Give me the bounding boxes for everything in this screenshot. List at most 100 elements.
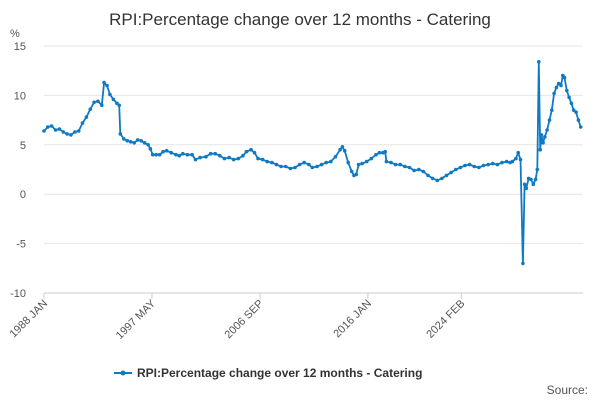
data-point[interactable] — [516, 150, 520, 155]
data-point[interactable] — [562, 75, 567, 80]
data-point[interactable] — [204, 154, 208, 159]
data-point[interactable] — [518, 157, 523, 162]
data-point[interactable] — [324, 160, 329, 165]
data-point[interactable] — [315, 164, 319, 169]
data-point[interactable] — [61, 130, 66, 134]
data-point[interactable] — [177, 153, 182, 158]
data-point[interactable] — [92, 100, 96, 105]
data-point[interactable] — [208, 151, 213, 156]
data-point[interactable] — [222, 156, 227, 161]
data-point[interactable] — [218, 153, 222, 158]
data-point[interactable] — [369, 156, 374, 161]
data-point[interactable] — [283, 164, 288, 169]
data-point[interactable] — [270, 160, 274, 165]
data-point[interactable] — [349, 169, 354, 174]
data-point[interactable] — [252, 150, 257, 155]
data-point[interactable] — [412, 168, 416, 173]
data-point[interactable] — [435, 178, 440, 183]
data-point[interactable] — [500, 160, 504, 165]
data-point[interactable] — [449, 170, 453, 175]
data-point[interactable] — [142, 141, 147, 145]
data-point[interactable] — [504, 159, 509, 164]
data-point[interactable] — [185, 152, 190, 157]
data-point[interactable] — [319, 162, 324, 167]
data-point[interactable] — [521, 261, 525, 266]
data-point[interactable] — [578, 125, 583, 129]
data-point[interactable] — [157, 152, 162, 157]
data-point[interactable] — [531, 182, 536, 187]
data-point[interactable] — [522, 182, 527, 187]
data-point[interactable] — [198, 155, 202, 160]
data-point[interactable] — [139, 139, 143, 143]
data-point[interactable] — [181, 151, 185, 156]
data-point[interactable] — [274, 162, 279, 167]
data-point[interactable] — [374, 152, 378, 157]
data-point[interactable] — [514, 156, 518, 161]
data-point[interactable] — [574, 110, 578, 114]
data-point[interactable] — [249, 147, 253, 152]
data-point[interactable] — [150, 152, 155, 157]
data-point[interactable] — [384, 159, 389, 164]
data-point[interactable] — [244, 149, 249, 154]
data-point[interactable] — [73, 130, 77, 134]
data-point[interactable] — [84, 115, 89, 119]
data-point[interactable] — [393, 162, 398, 167]
data-point[interactable] — [539, 133, 544, 137]
data-point[interactable] — [49, 124, 54, 128]
data-point[interactable] — [146, 143, 150, 147]
data-point[interactable] — [102, 80, 106, 85]
data-point[interactable] — [288, 166, 293, 171]
data-point[interactable] — [76, 129, 81, 133]
data-point[interactable] — [69, 133, 73, 137]
data-point[interactable] — [403, 164, 407, 169]
data-point[interactable] — [236, 156, 241, 161]
data-point[interactable] — [100, 103, 104, 108]
data-point[interactable] — [552, 91, 556, 96]
data-point[interactable] — [454, 167, 458, 172]
data-point[interactable] — [256, 156, 260, 161]
data-point[interactable] — [472, 164, 477, 169]
data-point[interactable] — [231, 157, 236, 162]
data-point[interactable] — [529, 177, 533, 182]
data-point[interactable] — [302, 160, 307, 165]
data-point[interactable] — [169, 150, 173, 155]
data-point[interactable] — [122, 137, 126, 141]
data-point[interactable] — [342, 148, 347, 153]
data-point[interactable] — [128, 140, 133, 144]
data-point[interactable] — [440, 176, 444, 181]
data-point[interactable] — [538, 147, 542, 152]
data-point[interactable] — [293, 165, 297, 170]
data-point[interactable] — [545, 128, 549, 132]
data-point[interactable] — [547, 118, 552, 122]
data-point[interactable] — [389, 160, 393, 165]
data-point[interactable] — [65, 132, 69, 136]
data-point[interactable] — [383, 149, 388, 154]
data-point[interactable] — [467, 162, 472, 167]
data-point[interactable] — [559, 83, 563, 88]
data-point[interactable] — [108, 92, 112, 97]
data-point[interactable] — [80, 121, 85, 125]
data-point[interactable] — [554, 85, 559, 90]
data-point[interactable] — [117, 103, 121, 108]
data-point[interactable] — [426, 173, 430, 178]
data-point[interactable] — [398, 162, 403, 167]
data-point[interactable] — [543, 135, 547, 139]
data-point[interactable] — [135, 138, 140, 142]
data-point[interactable] — [132, 141, 136, 145]
data-point[interactable] — [495, 162, 500, 167]
data-point[interactable] — [510, 159, 515, 164]
data-point[interactable] — [535, 167, 540, 172]
data-point[interactable] — [46, 125, 50, 129]
data-point[interactable] — [550, 108, 554, 112]
data-point[interactable] — [125, 139, 130, 143]
data-point[interactable] — [346, 160, 351, 165]
data-point[interactable] — [430, 176, 435, 181]
data-point[interactable] — [338, 147, 342, 152]
data-point[interactable] — [105, 83, 109, 88]
data-point[interactable] — [567, 95, 571, 100]
data-point[interactable] — [154, 152, 158, 157]
data-point[interactable] — [407, 165, 412, 170]
data-point[interactable] — [190, 152, 194, 157]
data-point[interactable] — [463, 163, 467, 168]
data-point[interactable] — [524, 186, 529, 191]
